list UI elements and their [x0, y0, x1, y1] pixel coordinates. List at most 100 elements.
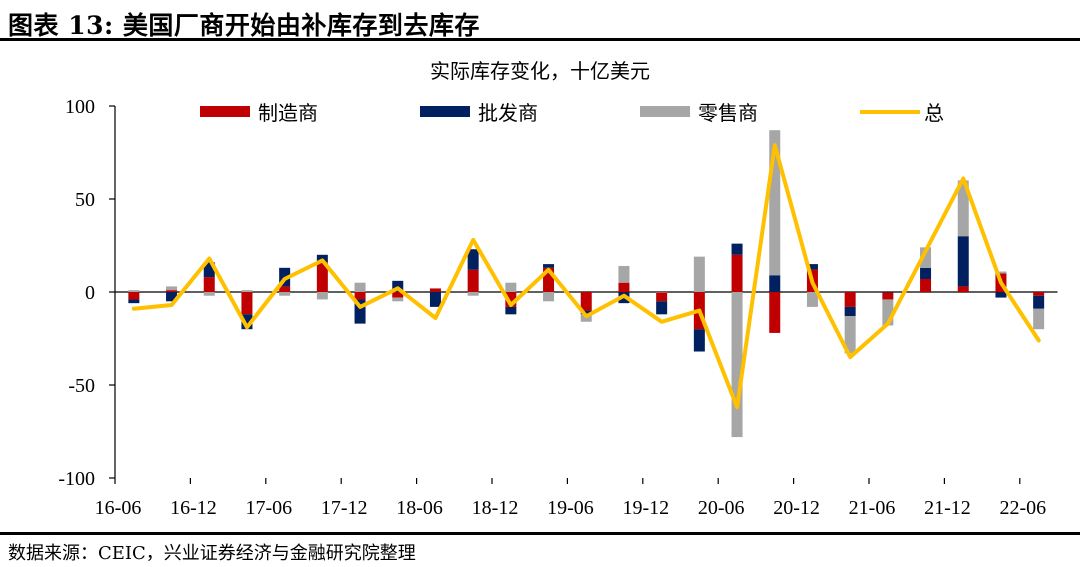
bar-wholesale: [656, 301, 668, 315]
bar-wholesale: [920, 267, 932, 279]
bar-manufacturer: [957, 286, 969, 292]
bar-manufacturer: [354, 292, 366, 300]
bar-wholesale: [241, 314, 253, 330]
bar-wholesale: [543, 264, 555, 268]
x-tick-label: 19-06: [547, 497, 594, 519]
bar-retail: [241, 290, 253, 292]
bar-manufacturer: [203, 277, 215, 292]
x-tick-label: 21-06: [849, 497, 896, 519]
bar-retail: [844, 316, 856, 354]
bar-retail: [203, 292, 215, 296]
bar-retail: [920, 247, 932, 268]
bar-wholesale: [957, 236, 969, 287]
bar-wholesale: [354, 299, 366, 324]
bar-wholesale: [769, 275, 781, 292]
bar-manufacturer: [1033, 292, 1045, 296]
bar-retail: [618, 265, 630, 283]
bar-wholesale: [806, 264, 818, 270]
bar-retail: [128, 290, 140, 292]
bar-wholesale: [995, 292, 1007, 298]
x-tick-label: 16-06: [95, 497, 142, 519]
chart-subtitle: 实际库存变化，十亿美元: [430, 59, 650, 83]
bar-manufacturer: [656, 292, 668, 302]
bar-wholesale: [128, 299, 140, 304]
y-tick-label: -50: [68, 375, 95, 397]
bar-retail: [543, 292, 555, 302]
bar-wholesale: [693, 329, 705, 352]
total-line-group: [131, 143, 1041, 410]
legend-wholesale-label: 批发商: [478, 101, 538, 125]
bar-manufacturer: [241, 292, 253, 315]
y-tick-label: 50: [75, 189, 95, 211]
x-tick-label: 18-12: [472, 497, 519, 519]
bar-manufacturer: [580, 292, 592, 311]
title-rule: [0, 38, 1080, 41]
legend-retail-label: 零售商: [698, 101, 758, 125]
bar-retail: [429, 288, 441, 289]
bar-manufacturer: [316, 262, 328, 292]
bar-manufacturer: [505, 292, 517, 307]
bar-retail: [354, 282, 366, 292]
x-tick-label: 22-06: [999, 497, 1046, 519]
figure-title: 图表 13: 美国厂商开始由补库存到去库存: [8, 11, 480, 40]
bar-wholesale: [505, 306, 517, 315]
bar-retail: [467, 292, 479, 296]
bar-retail: [279, 292, 291, 296]
bar-retail: [166, 286, 178, 291]
x-tick-label: 19-12: [622, 497, 669, 519]
bar-retail: [392, 297, 404, 302]
bar-wholesale: [731, 243, 743, 255]
footer-rule: [0, 532, 1080, 535]
bar-retail: [995, 271, 1007, 274]
bar-retail: [656, 292, 668, 293]
bar-wholesale: [203, 262, 215, 278]
bar-wholesale: [166, 292, 178, 302]
bar-retail: [505, 282, 517, 292]
bar-manufacturer: [128, 292, 140, 300]
bar-manufacturer: [279, 286, 291, 292]
bar-manufacturer: [429, 288, 441, 292]
bar-manufacturer: [618, 282, 630, 292]
legend-wholesale-swatch: [420, 106, 470, 117]
legend-manufacturer-label: 制造商: [258, 101, 318, 125]
bar-wholesale: [844, 306, 856, 317]
legend-total-label: 总: [924, 101, 944, 125]
y-tick-label: 0: [85, 282, 95, 304]
bar-wholesale: [580, 310, 592, 315]
y-tick-label: 100: [65, 96, 95, 118]
bar-manufacturer: [769, 292, 781, 333]
x-tick-label: 17-06: [245, 497, 292, 519]
bar-wholesale: [882, 292, 894, 293]
bar-manufacturer: [392, 292, 404, 298]
bar-retail: [1033, 308, 1045, 330]
bar-manufacturer: [920, 278, 932, 292]
bar-retail: [957, 180, 969, 237]
bar-manufacturer: [731, 254, 743, 292]
bar-manufacturer: [166, 290, 178, 292]
x-tick-label: 18-06: [396, 497, 443, 519]
total-line: [131, 143, 1041, 410]
bar-retail: [882, 299, 894, 326]
bar-manufacturer: [882, 292, 894, 300]
source-note: 数据来源：CEIC，兴业证券经济与金融研究院整理: [8, 543, 416, 564]
bar-retail: [806, 292, 818, 307]
bar-wholesale: [1033, 295, 1045, 309]
legend: 制造商 批发商 零售商 总: [200, 101, 944, 125]
legend-retail-swatch: [640, 106, 690, 117]
bar-manufacturer: [467, 269, 479, 292]
x-tick-label: 21-12: [924, 497, 971, 519]
bar-wholesale: [429, 292, 441, 307]
bar-retail: [693, 256, 705, 292]
chart-area: 实际库存变化，十亿美元 制造商 批发商 零售商 总 100 50 0 -50 -10016-0…: [58, 59, 1058, 519]
bar-manufacturer: [844, 292, 856, 307]
legend-manufacturer-swatch: [200, 106, 250, 117]
x-tick-label: 20-12: [773, 497, 820, 519]
bar-wholesale: [467, 249, 479, 270]
bar-retail: [731, 292, 743, 438]
bar-retail: [769, 130, 781, 276]
x-tick-label: 20-06: [698, 497, 745, 519]
bar-manufacturer: [543, 267, 555, 292]
y-tick-label: -100: [58, 468, 95, 490]
x-tick-label: 16-12: [170, 497, 217, 519]
